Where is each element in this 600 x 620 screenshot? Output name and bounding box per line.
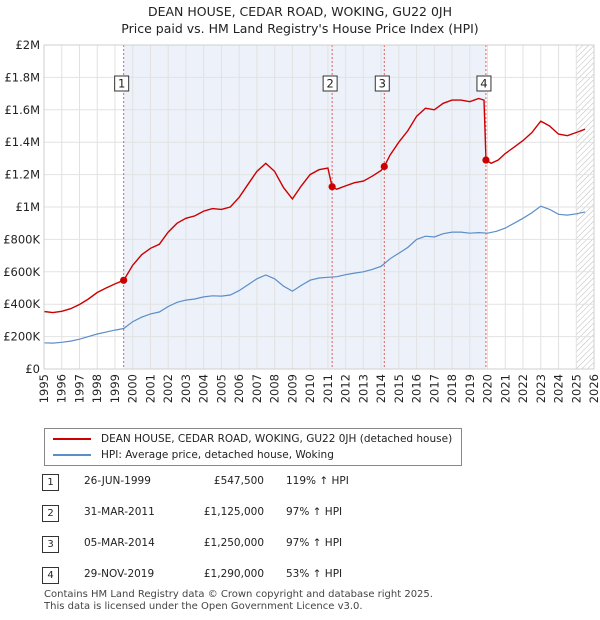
sale-hpi-change: 53% ↑ HPI — [286, 568, 343, 580]
x-tick-label: 2006 — [232, 374, 246, 403]
sale-point — [328, 183, 336, 191]
sale-point — [120, 276, 128, 284]
sale-number-badge: 3 — [42, 536, 59, 553]
sale-points — [120, 156, 490, 284]
x-tick-label: 1995 — [37, 374, 51, 403]
footer-line1: Contains HM Land Registry data © Crown c… — [44, 589, 433, 600]
x-tick-label: 2000 — [126, 374, 140, 403]
sale-hpi-change: 97% ↑ HPI — [286, 537, 343, 549]
x-tick-label: 2011 — [321, 374, 335, 403]
x-tick-label: 2021 — [498, 374, 512, 403]
legend-swatch-hpi — [53, 454, 91, 456]
x-tick-label: 1999 — [108, 374, 122, 403]
sale-row: 1 26-JUN-1999 £547,500 119% ↑ HPI — [42, 471, 402, 493]
y-tick-label: £1.6M — [4, 103, 40, 117]
sale-number-text: 2 — [326, 77, 333, 91]
x-tick-label: 1997 — [72, 374, 86, 403]
legend-swatch-property — [53, 438, 91, 440]
x-tick-label: 2024 — [552, 374, 566, 403]
sale-price: £1,125,000 — [203, 506, 264, 518]
x-tick-label: 1996 — [55, 374, 69, 403]
property-price-series-line — [43, 97, 586, 314]
sale-number-badge: 4 — [42, 567, 59, 584]
price-chart: 1 2 3 4 £0 £200K £400K £600K £800K £1M £1.2M £1.4M… — [3, 38, 600, 403]
sale-date: 29-NOV-2019 — [84, 568, 155, 580]
y-tick-label: £1.8M — [4, 70, 40, 84]
x-tick-label: 2026 — [587, 374, 600, 403]
sale-number-label: 4 — [476, 75, 492, 92]
sale-point — [482, 156, 490, 164]
sale-number-box — [322, 75, 338, 92]
x-tick-label: 2007 — [250, 374, 264, 403]
sale-price: £1,250,000 — [203, 537, 264, 549]
x-axis-tick-labels: 1995 1996 1997 1998 1999 2000 2001 2002 2003 2004… — [37, 374, 600, 403]
y-tick-label: £1.2M — [4, 168, 40, 182]
x-tick-label: 2004 — [197, 374, 211, 403]
sale-number-text: 4 — [480, 77, 487, 91]
chart-title-line2: Price paid vs. HM Land Registry's House … — [121, 21, 479, 36]
y-tick-label: £600K — [3, 265, 40, 279]
sale-number-label: 3 — [374, 75, 390, 92]
x-tick-label: 2005 — [214, 374, 228, 403]
x-tick-label: 2015 — [392, 374, 406, 403]
y-tick-label: £1.4M — [4, 135, 40, 149]
footer-line2: This data is licensed under the Open Gov… — [44, 601, 363, 612]
x-tick-label: 2009 — [285, 374, 299, 403]
x-tick-label: 2013 — [356, 374, 370, 403]
sale-hpi-change: 119% ↑ HPI — [286, 475, 349, 487]
x-tick-label: 2003 — [179, 374, 193, 403]
footer-attribution: Contains HM Land Registry data © Crown c… — [44, 589, 433, 613]
chart-legend: DEAN HOUSE, CEDAR ROAD, WOKING, GU22 0JH… — [44, 428, 462, 466]
y-tick-label: £400K — [3, 297, 40, 311]
y-tick-label: £1M — [15, 200, 40, 214]
x-tick-label: 2023 — [534, 374, 548, 403]
x-tick-label: 2001 — [143, 374, 157, 403]
sale-number-box — [374, 75, 390, 92]
sale-marker-lines — [123, 45, 487, 369]
sale-number-text: 3 — [379, 77, 386, 91]
sale-hpi-change: 97% ↑ HPI — [286, 506, 343, 518]
y-tick-label: £2M — [15, 38, 40, 52]
x-tick-label: 2012 — [339, 374, 353, 403]
sale-number-badge: 1 — [42, 474, 59, 491]
chart-title-line1: DEAN HOUSE, CEDAR ROAD, WOKING, GU22 0JH — [147, 4, 453, 19]
x-tick-label: 2008 — [268, 374, 282, 403]
plot-border — [43, 44, 595, 370]
sale-number-label: 2 — [322, 75, 338, 92]
x-tick-label: 2016 — [410, 374, 424, 403]
x-tick-label: 2018 — [445, 374, 459, 403]
y-tick-label: £800K — [3, 232, 40, 246]
x-tick-label: 2022 — [516, 374, 530, 403]
sale-row: 4 29-NOV-2019 £1,290,000 53% ↑ HPI — [42, 564, 402, 586]
hpi-series-line — [43, 205, 586, 344]
sale-row: 2 31-MAR-2011 £1,125,000 97% ↑ HPI — [42, 502, 402, 524]
sale-price: £1,290,000 — [203, 568, 264, 580]
sale-date: 31-MAR-2011 — [84, 506, 155, 518]
x-tick-label: 2019 — [463, 374, 477, 403]
x-tick-label: 1998 — [90, 374, 104, 403]
y-tick-label: £200K — [3, 330, 40, 344]
sale-number-badge: 2 — [42, 505, 59, 522]
sale-price: £547,500 — [213, 475, 264, 487]
x-tick-label: 2020 — [481, 374, 495, 403]
x-tick-label: 2017 — [427, 374, 441, 403]
sale-number-box — [114, 75, 130, 92]
x-tick-label: 2010 — [303, 374, 317, 403]
x-tick-label: 2025 — [569, 374, 583, 403]
sale-number-box — [476, 75, 492, 92]
legend-label-property: DEAN HOUSE, CEDAR ROAD, WOKING, GU22 0JH… — [101, 433, 453, 445]
y-axis-tick-labels: £0 £200K £400K £600K £800K £1M £1.2M £1.4M £1.6M… — [3, 38, 40, 376]
sale-date: 05-MAR-2014 — [84, 537, 155, 549]
x-tick-label: 2002 — [161, 374, 175, 403]
sale-number-text: 1 — [118, 77, 125, 91]
y-tick-label: £0 — [25, 362, 40, 376]
sale-number-label: 1 — [114, 75, 130, 92]
legend-label-hpi: HPI: Average price, detached house, Woki… — [101, 449, 334, 461]
x-tick-label: 2014 — [374, 374, 388, 403]
sale-number-labels: 1 2 3 4 — [114, 75, 492, 92]
sale-point — [380, 162, 388, 171]
chart-title: DEAN HOUSE, CEDAR ROAD, WOKING, GU22 0JH… — [0, 3, 600, 37]
sale-row: 3 05-MAR-2014 £1,250,000 97% ↑ HPI — [42, 533, 402, 555]
sale-date: 26-JUN-1999 — [84, 475, 151, 487]
